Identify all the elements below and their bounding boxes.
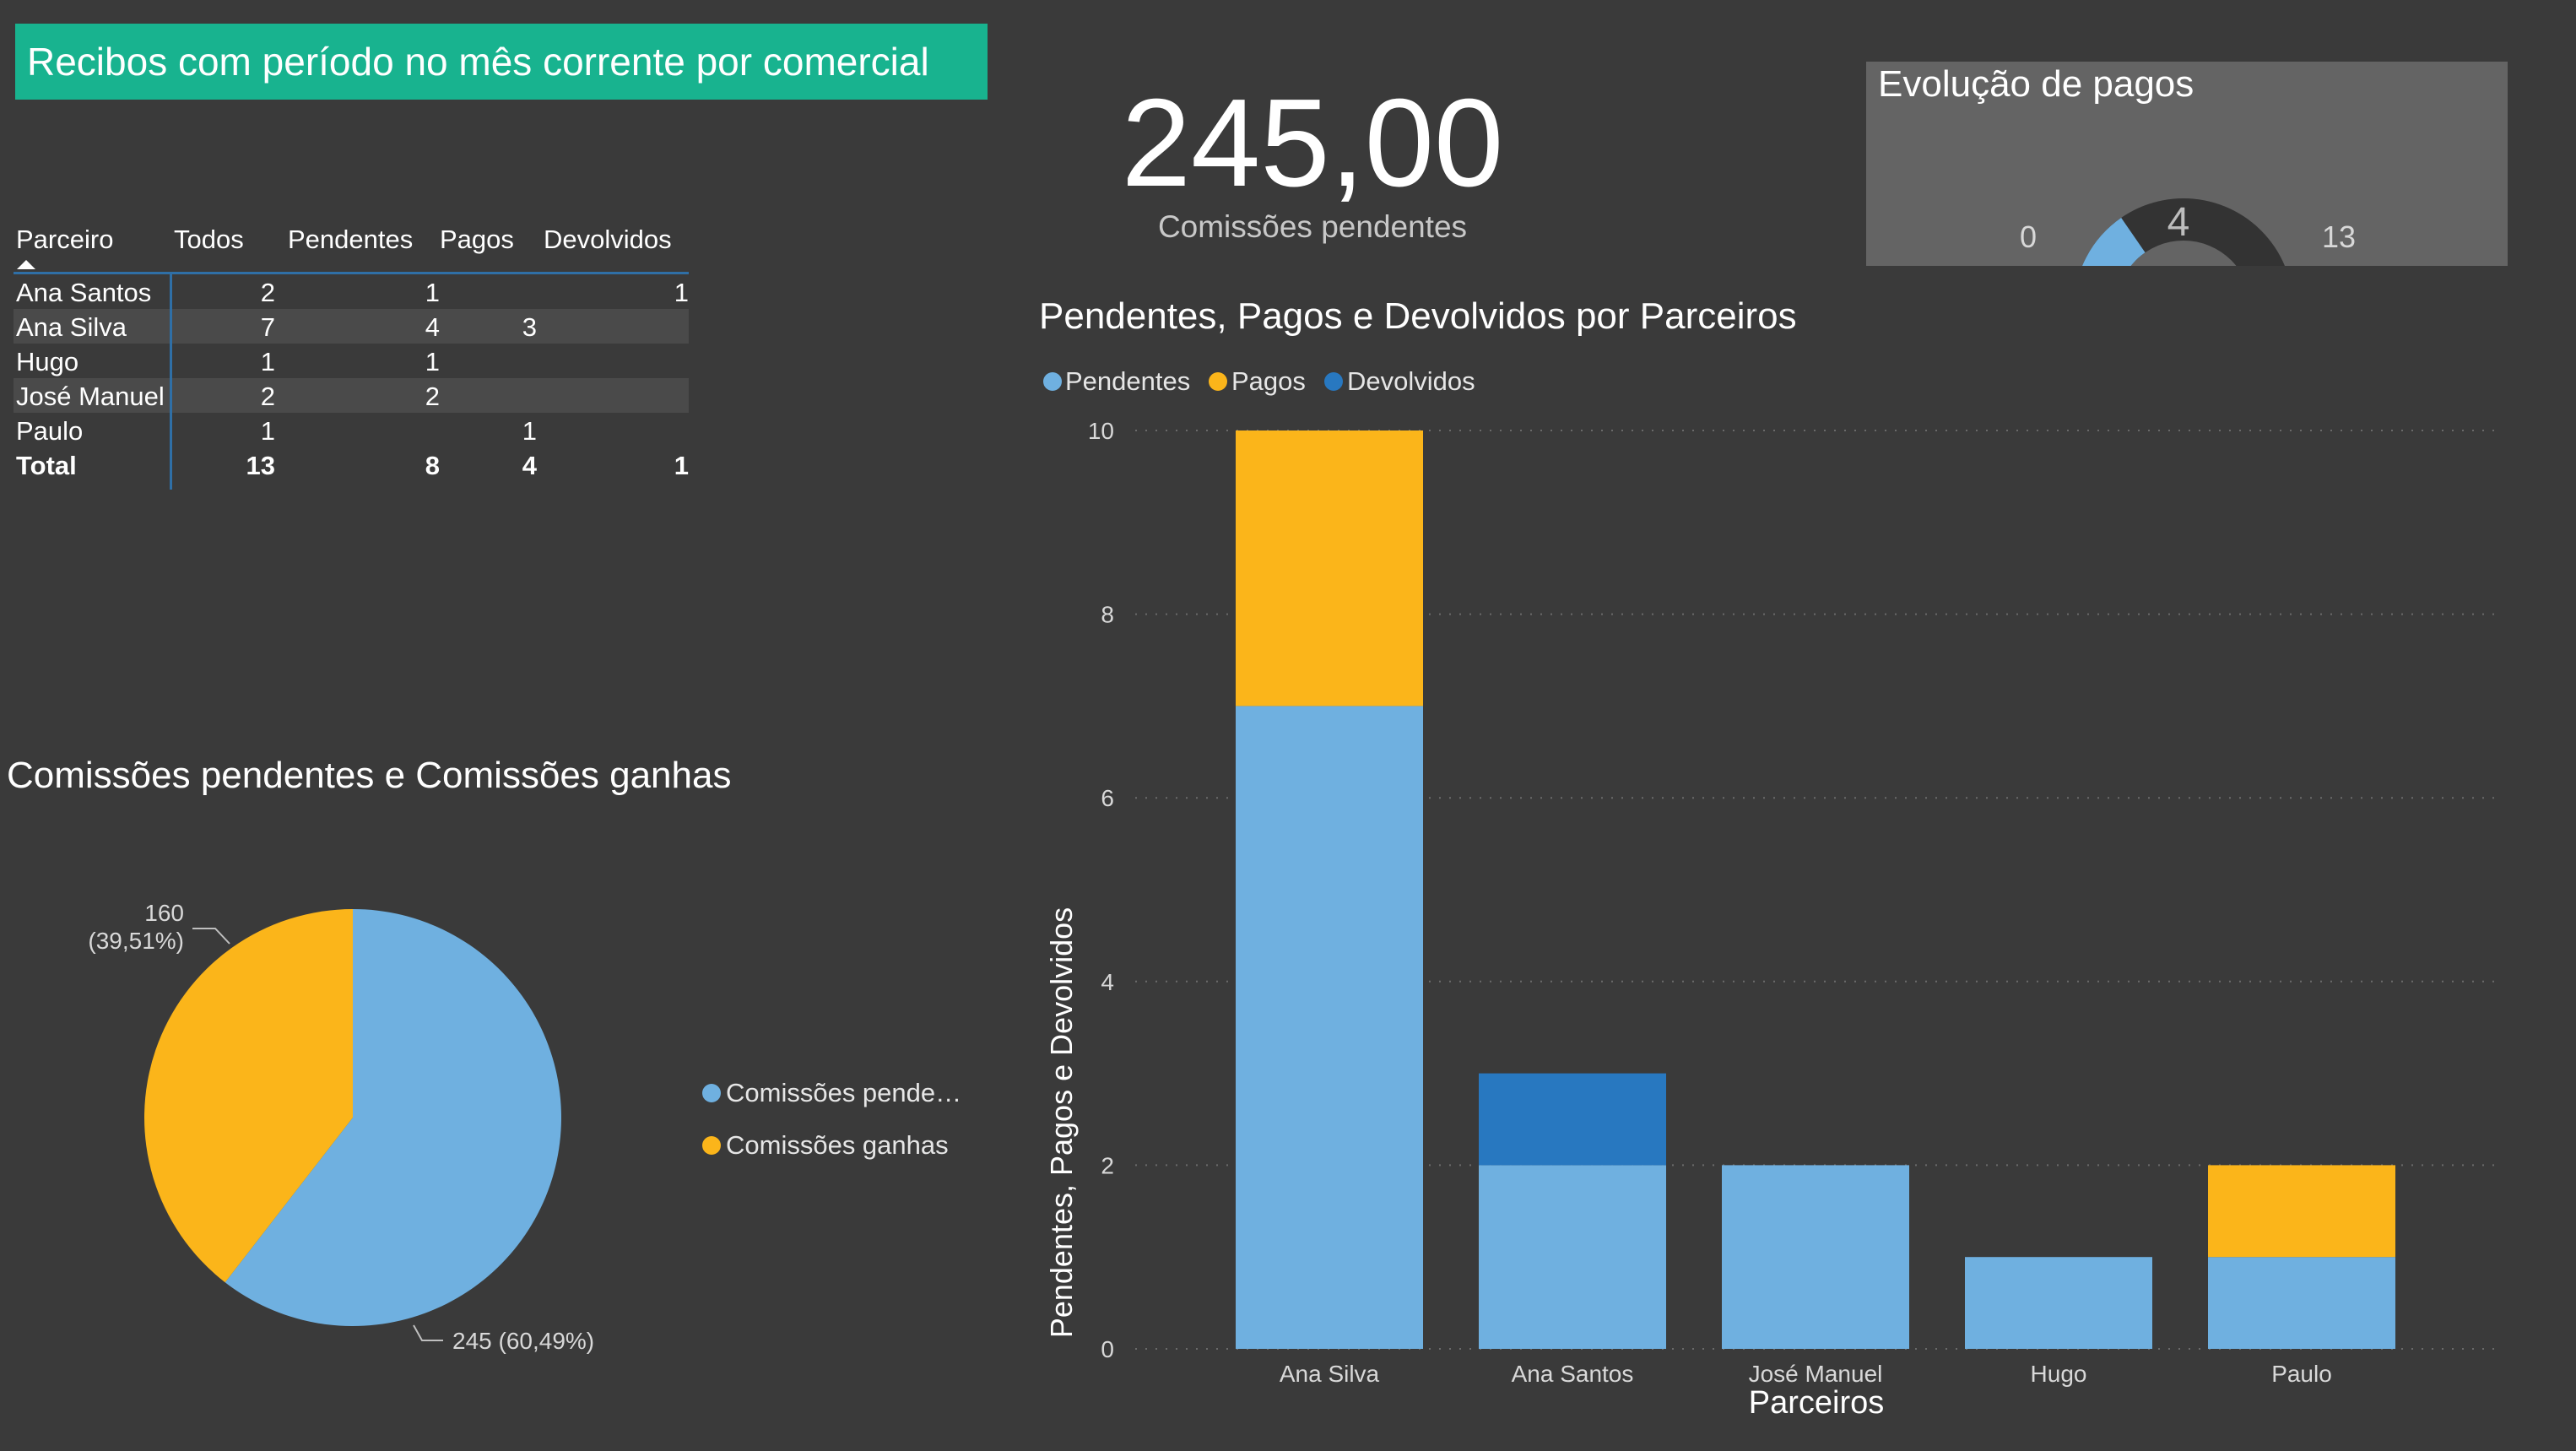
table-header-row: Parceiro Todos Pendentes Pagos Devolvido… <box>14 221 689 274</box>
bar-segment-pendentes[interactable] <box>2208 1257 2395 1349</box>
gauge-fill <box>2082 218 2146 266</box>
x-tick-label: José Manuel <box>1749 1361 1883 1387</box>
cell-todos: 2 <box>260 278 275 307</box>
gauge-value-label: 4 <box>2167 200 2190 245</box>
partner-matrix-table: Parceiro Todos Pendentes Pagos Devolvido… <box>14 221 689 482</box>
pie-legend-marker-pendentes <box>702 1084 721 1102</box>
cell-todos: 1 <box>260 347 275 376</box>
gauge-chart: 0 13 4 <box>2020 198 2356 266</box>
cell-parceiro: Hugo <box>16 347 79 376</box>
bar-segment-pagos[interactable] <box>1236 430 1423 707</box>
pie-slice-ganhas[interactable] <box>143 909 353 1283</box>
column-header-devolvidos[interactable]: Devolvidos <box>544 225 672 254</box>
gauge-card[interactable]: Evolução de pagos 0 13 4 <box>1866 62 2508 266</box>
gauge-max-label: 13 <box>2322 219 2356 254</box>
column-header-parceiro[interactable]: Parceiro <box>16 225 114 254</box>
cell-pendentes: 2 <box>425 382 440 411</box>
cell-pendentes: 1 <box>425 347 440 376</box>
cell-parceiro: Paulo <box>16 416 84 446</box>
y-tick-label: 2 <box>1101 1152 1114 1178</box>
bar-legend-marker-pagos <box>1209 372 1227 391</box>
cell-todos: 2 <box>260 382 275 411</box>
x-tick-label: Hugo <box>2031 1361 2087 1387</box>
pie-leader-line-ganhas <box>192 928 230 945</box>
report-title-banner: Recibos com período no mês corrente por … <box>15 24 988 100</box>
pie-slice-pendentes[interactable] <box>225 909 561 1326</box>
y-tick-label: 8 <box>1101 602 1114 628</box>
cell-pagos: 3 <box>522 312 537 342</box>
cell-pendentes: 4 <box>425 312 440 342</box>
table-row: Hugo 1 1 <box>14 344 689 378</box>
bar-segment-pendentes[interactable] <box>1965 1257 2152 1349</box>
kpi-label: Comissões pendentes <box>1157 209 1468 244</box>
column-header-pagos[interactable]: Pagos <box>440 225 514 254</box>
bar-legend-label-pagos[interactable]: Pagos <box>1231 366 1306 396</box>
bar-legend-label-devolvidos[interactable]: Devolvidos <box>1347 366 1475 396</box>
kpi-value: 245,00 <box>1121 73 1504 213</box>
table-row: Ana Silva 7 4 3 <box>14 309 689 344</box>
gauge-title: Evolução de pagos <box>1878 63 2194 105</box>
bar-legend-marker-pendentes <box>1043 372 1062 391</box>
x-tick-label: Ana Santos <box>1512 1361 1634 1387</box>
pie-chart[interactable]: 160 (39,51%) 245 (60,49%) Comissões pend… <box>0 844 996 1401</box>
x-tick-label: Paulo <box>2271 1361 2332 1387</box>
total-pendentes: 8 <box>425 451 440 480</box>
y-tick-label: 10 <box>1088 418 1114 444</box>
bar-chart-title: Pendentes, Pagos e Devolvidos por Parcei… <box>1039 295 1797 337</box>
cell-parceiro: José Manuel <box>16 382 165 411</box>
x-tick-label: Ana Silva <box>1280 1361 1380 1387</box>
cell-todos: 7 <box>260 312 275 342</box>
pie-data-label-ganhas-value: 160 <box>144 900 184 926</box>
pie-chart-title: Comissões pendentes e Comissões ganhas <box>7 755 732 796</box>
report-title: Recibos com período no mês corrente por … <box>27 40 929 84</box>
pie-legend-label-ganhas[interactable]: Comissões ganhas <box>726 1130 949 1160</box>
stacked-bar-chart[interactable]: Pendentes Pagos Devolvidos 0 2 4 6 8 10 Ana S… <box>996 346 2515 1443</box>
table-row: Ana Santos 2 1 1 <box>14 274 689 309</box>
total-pagos: 4 <box>522 451 537 480</box>
table-row: José Manuel 2 2 <box>14 378 689 413</box>
cell-todos: 1 <box>260 416 275 446</box>
cell-devolvidos: 1 <box>674 278 689 307</box>
bar-legend-marker-devolvidos <box>1324 372 1343 391</box>
bar-segment-pagos[interactable] <box>2208 1165 2395 1258</box>
y-tick-label: 6 <box>1101 785 1114 811</box>
bar-y-axis-title: Pendentes, Pagos e Devolvidos <box>1044 907 1079 1338</box>
y-tick-label: 0 <box>1101 1336 1114 1362</box>
total-label: Total <box>16 451 77 480</box>
gauge-min-label: 0 <box>2020 219 2037 254</box>
cell-parceiro: Ana Silva <box>16 312 127 342</box>
table-total-row: Total 13 8 4 1 <box>14 447 689 482</box>
bar-segment-pendentes[interactable] <box>1479 1165 1666 1349</box>
pie-data-label-pendentes: 245 (60,49%) <box>452 1328 594 1354</box>
column-header-pendentes[interactable]: Pendentes <box>288 225 414 254</box>
y-tick-label: 4 <box>1101 969 1114 995</box>
bar-segment-devolvidos[interactable] <box>1479 1073 1666 1166</box>
cell-parceiro: Ana Santos <box>16 278 152 307</box>
bar-legend-label-pendentes[interactable]: Pendentes <box>1065 366 1190 396</box>
cell-pagos: 1 <box>522 416 537 446</box>
pie-legend-label-pendentes[interactable]: Comissões pende… <box>726 1078 961 1107</box>
table-column-divider <box>170 272 172 490</box>
pie-legend-marker-ganhas <box>702 1136 721 1155</box>
pie-leader-line-pendentes <box>413 1324 443 1341</box>
pie-data-label-ganhas-percent: (39,51%) <box>88 928 184 954</box>
bar-segment-pendentes[interactable] <box>1236 706 1423 1349</box>
column-header-todos[interactable]: Todos <box>174 225 244 254</box>
cell-pendentes: 1 <box>425 278 440 307</box>
bar-x-axis-title: Parceiros <box>1749 1385 1885 1421</box>
bar-segment-pendentes[interactable] <box>1722 1165 1909 1349</box>
total-todos: 13 <box>246 451 275 480</box>
total-devolvidos: 1 <box>674 451 689 480</box>
sort-ascending-icon[interactable] <box>17 258 35 270</box>
table-row: Paulo 1 1 <box>14 413 689 447</box>
